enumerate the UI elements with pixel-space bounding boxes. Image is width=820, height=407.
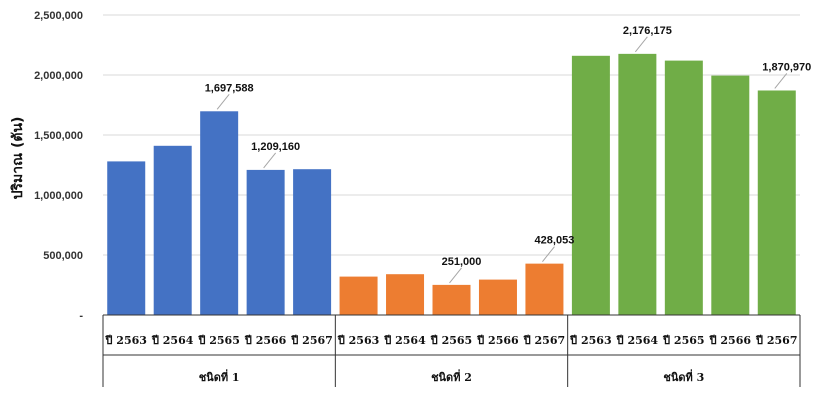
bar: [478, 279, 517, 315]
bar: [757, 90, 796, 315]
data-labels: 1,697,588 1,209,160 251,000 428,053 2,176,17…: [205, 25, 811, 284]
x-tick-label: ปี 2564: [616, 334, 659, 347]
x-tick-label: ปี 2564: [383, 334, 426, 347]
bar: [339, 276, 378, 315]
data-label: 1,870,970: [762, 61, 811, 73]
bar: [432, 284, 471, 315]
bar: [293, 169, 332, 315]
bar: [664, 60, 703, 315]
y-tick-label: 1,500,000: [34, 130, 83, 142]
x-tick-label: ปี 2566: [476, 334, 519, 347]
x-tick-label: ปี 2565: [430, 334, 473, 347]
y-tick-label: 2,500,000: [34, 10, 83, 22]
bar: [571, 55, 610, 316]
y-tick-label: 2,000,000: [34, 70, 83, 82]
x-tick-label: ปี 2566: [244, 334, 287, 347]
bar: [200, 111, 239, 316]
bar: [711, 75, 750, 315]
data-label: 428,053: [535, 235, 575, 247]
x-axis: ปี 2563 ปี 2564 ปี 2565 ปี 2566 ปี 2567ชนิดท…: [102, 314, 801, 387]
bar: [153, 145, 192, 315]
y-axis-ticks: - 500,000 1,000,000 1,500,000 2,000,000 2,500…: [34, 10, 83, 322]
data-label: 1,697,588: [205, 82, 254, 94]
data-label-leader: [634, 36, 648, 53]
x-tick-label: ปี 2565: [662, 334, 705, 347]
data-label: 2,176,175: [623, 25, 672, 37]
group-label: ชนิดที่ 1: [199, 369, 240, 384]
bars: [107, 53, 796, 316]
x-tick-label: ปี 2567: [755, 334, 798, 347]
y-tick-label: 500,000: [43, 250, 83, 262]
x-tick-label: ปี 2565: [197, 334, 240, 347]
y-axis-label: ปริมาณ (ตัน): [10, 117, 26, 200]
bar: [246, 169, 285, 315]
x-tick-label: ปี 2564: [151, 334, 194, 347]
x-tick-label: ปี 2563: [569, 334, 612, 347]
bar: [386, 274, 425, 315]
data-label: 251,000: [442, 256, 482, 268]
data-label-leader: [774, 73, 788, 89]
x-tick-label: ปี 2567: [523, 334, 566, 347]
bar: [525, 263, 564, 315]
data-label-leader: [263, 152, 277, 169]
data-label-leader: [449, 267, 462, 284]
data-label: 1,209,160: [251, 141, 300, 153]
x-tick-label: ปี 2563: [337, 334, 380, 347]
x-tick-label: ปี 2563: [104, 334, 147, 347]
data-label-leader: [216, 93, 230, 110]
y-tick-label: -: [79, 310, 83, 322]
y-tick-label: 1,000,000: [34, 190, 83, 202]
group-label: ชนิดที่ 2: [431, 369, 472, 384]
x-tick-label: ปี 2566: [708, 334, 751, 347]
bar: [618, 53, 657, 315]
bar: [107, 161, 146, 315]
data-label-leader: [542, 246, 555, 262]
group-label: ชนิดที่ 3: [663, 369, 704, 384]
x-tick-label: ปี 2567: [290, 334, 333, 347]
